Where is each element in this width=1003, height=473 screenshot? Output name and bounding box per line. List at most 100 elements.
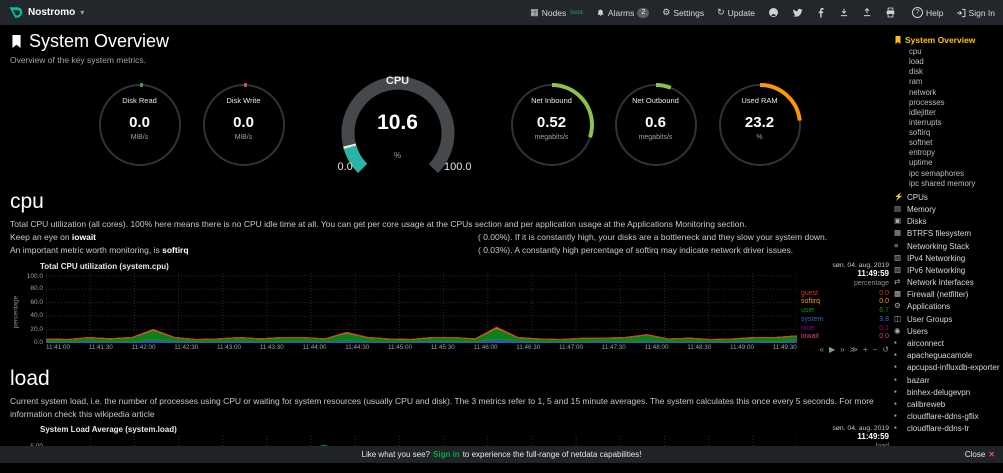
legend-item-user[interactable]: user 6.7 <box>801 307 889 315</box>
gauge-unit: megabits/s <box>534 134 569 141</box>
gauge-ring <box>509 83 594 167</box>
sidebar-item-system-overview[interactable]: System Overview <box>894 35 1000 45</box>
print-button[interactable] <box>885 7 896 18</box>
legend-item-guest[interactable]: guest 0.0 <box>801 289 889 297</box>
x-tick-label: 11:46:00 <box>473 343 498 351</box>
sidebar-item-ipv4-networking[interactable]: ▨ IPv4 Networking <box>894 252 966 263</box>
play-icon[interactable]: ▶ <box>828 344 836 354</box>
y-tick-label: 60.0 <box>30 298 43 306</box>
close-banner-button[interactable]: Close ✕ <box>964 450 995 459</box>
page-title: System Overview <box>10 31 889 52</box>
gauge-title: CPU <box>385 75 410 87</box>
gauge-title: Net Outbound <box>632 96 679 105</box>
sidebar-item-btrfs-filesystem[interactable]: ▦ BTRFS filesystem <box>894 228 972 239</box>
cube-icon: ▪ <box>894 423 897 433</box>
sidebar-subitem-cpu[interactable]: cpu <box>909 47 922 56</box>
gauge-value: 0.6 <box>645 114 666 131</box>
legend-date: søn. 04. aug. 2019 <box>832 261 889 269</box>
bottom-banner: Like what you see? Sign in to experience… <box>0 446 1003 463</box>
sidebar-subitem-entropy[interactable]: entropy <box>909 148 936 158</box>
legend-item-iowait[interactable]: iowait 0.0 <box>801 333 889 341</box>
gear-icon: ⚙ <box>662 7 671 17</box>
sidebar-item-networking-stack[interactable]: ≡ Networking Stack <box>894 240 970 251</box>
sidebar-item-calibreweb[interactable]: ▪ calibreweb <box>894 398 946 409</box>
gauge-net-inbound[interactable]: Net Inbound 0.52 megabits/s <box>508 81 596 169</box>
sidebar-item-ipv6-networking[interactable]: ▧ IPv6 Networking <box>894 264 966 275</box>
sidebar-item-memory[interactable]: ▤ Memory <box>894 203 936 214</box>
pan-backward-icon[interactable]: « <box>819 344 824 354</box>
cpu-note-iowait: Keep an eye on iowait ( 0.00%). If it is… <box>10 232 828 243</box>
sidebar-subitem-ram[interactable]: ram <box>909 77 923 87</box>
metric-iowait: iowait <box>71 232 97 243</box>
update-button[interactable]: ↻ Update <box>717 7 756 18</box>
sidebar-item-binhex-delugevpn[interactable]: ▪ binhex-delugevpn <box>894 386 971 397</box>
sidebar-subitem-softirq[interactable]: softirq <box>909 128 931 137</box>
filesystem-icon: ▦ <box>894 228 902 238</box>
legend-item-system[interactable]: system 3.8 <box>801 315 889 323</box>
hostname-dropdown[interactable]: Nostromo ▾ <box>8 5 84 20</box>
sidebar-item-cloudflare-ddns-tr[interactable]: ▪ cloudflare-ddns-tr <box>894 423 970 434</box>
sidebar-subitem-disk[interactable]: disk <box>909 67 923 77</box>
section-heading-load: load <box>10 366 50 390</box>
sidebar-item-users[interactable]: ◉ Users <box>894 325 928 336</box>
import-snapshot-button[interactable] <box>839 7 849 18</box>
gauge-cpu[interactable]: CPU 10.6 0.0 100.0 % <box>308 75 488 177</box>
gauge-value: 0.0 <box>129 114 150 131</box>
sidebar-item-network-interfaces[interactable]: ⇄ Network Interfaces <box>894 277 974 288</box>
x-tick-label: 11:43:00 <box>217 343 242 351</box>
gauges-left: Disk Read 0.0 MiB/s Disk Write 0.0 MiB/s <box>96 75 288 169</box>
alarms-button[interactable]: Alarms 2 <box>596 7 650 18</box>
sidebar-item-disks[interactable]: ▣ Disks <box>894 216 927 227</box>
chart-legend: søn. 04. aug. 2019 11:49:59 percentage g… <box>801 262 889 354</box>
github-button[interactable] <box>768 7 779 18</box>
sidebar-item-apcupsd-influxdb-exporter[interactable]: ▪ apcupsd-influxdb-exporter <box>894 362 1000 373</box>
netdata-logo <box>9 7 23 18</box>
gauge-max: 100.0 <box>443 161 472 173</box>
sidebar-items: ⚡ CPUs ▤ Memory ▣ Disks ▦ BTRFS filesystem ≡ Netw… <box>894 192 1000 435</box>
sidebar-subitem-processes[interactable]: processes <box>909 97 945 107</box>
refresh-icon: ↻ <box>717 7 725 17</box>
gauge-used-ram[interactable]: Used RAM 23.2% <box>716 81 804 169</box>
nodes-button[interactable]: ▦ Nodes beta <box>530 7 583 18</box>
sidebar-item-user-groups[interactable]: ◫ User Groups <box>894 313 953 324</box>
legend-unit: percentage <box>853 279 889 287</box>
sidebar-item-cloudflare-ddns-gflix[interactable]: ▪ cloudflare-ddns-gflix <box>894 411 979 422</box>
zoom-out-icon[interactable]: − <box>872 344 878 354</box>
sidebar-subitem-ipc-shared-memory[interactable]: ipc shared memory <box>909 178 976 188</box>
signin-button[interactable]: Sign In <box>956 8 995 18</box>
sidebar-submenu: cpu load disk ram network processes idlejitter… <box>894 47 1000 189</box>
export-snapshot-button[interactable] <box>862 7 872 18</box>
sidebar-item-cpus[interactable]: ⚡ CPUs <box>894 191 928 202</box>
sidebar-subitem-idlejitter[interactable]: idlejitter <box>909 107 936 117</box>
cube-icon: ▪ <box>894 411 897 421</box>
legend-item-nice[interactable]: nice 0.1 <box>801 324 889 332</box>
cube-icon: ▪ <box>894 374 897 384</box>
sidebar-subitem-load[interactable]: load <box>909 57 924 67</box>
sidebar-subitem-uptime[interactable]: uptime <box>909 158 933 168</box>
sidebar-item-bazarr[interactable]: ▪ bazarr <box>894 374 930 385</box>
zoom-in-icon[interactable]: + <box>862 344 868 354</box>
sidebar-item-firewall-netfilter-[interactable]: ▩ Firewall (netfilter) <box>894 289 969 300</box>
signin-link[interactable]: Sign in <box>433 450 460 459</box>
sidebar-subitem-network[interactable]: network <box>909 87 937 97</box>
jump-to-now-icon[interactable]: ≫ <box>849 344 858 354</box>
legend-item-softirq[interactable]: softirq 0.0 <box>801 298 889 306</box>
gauge-disk-read[interactable]: Disk Read 0.0 MiB/s <box>96 81 184 169</box>
settings-button[interactable]: ⚙ Settings <box>662 7 705 18</box>
pan-forward-icon[interactable]: » <box>840 344 845 354</box>
sidebar-subitem-interrupts[interactable]: interrupts <box>909 117 942 127</box>
facebook-button[interactable] <box>816 7 826 18</box>
twitter-button[interactable] <box>792 7 803 18</box>
sidebar-item-apacheguacamole[interactable]: ▪ apacheguacamole <box>894 350 973 361</box>
cpu-chart: Total CPU utilization (system.cpu) perce… <box>10 262 890 354</box>
gauge-net-outbound[interactable]: Net Outbound 0.6 megabits/s <box>612 81 700 169</box>
help-button[interactable]: ? Help <box>912 7 944 18</box>
reset-zoom-icon[interactable]: ↺ <box>882 344 889 354</box>
sidebar-subitem-softnet[interactable]: softnet <box>909 138 933 148</box>
chart-canvas[interactable]: 11:41:00 11:41:30 11:42:00 11:42:30 11:43:00… <box>46 272 797 351</box>
sidebar-subitem-ipc-semaphores[interactable]: ipc semaphores <box>909 168 965 178</box>
x-axis-labels: 11:41:00 11:41:30 11:42:00 11:42:30 11:43:00… <box>46 344 797 351</box>
sidebar-item-applications[interactable]: ⚙ Applications <box>894 301 951 312</box>
sidebar-item-airconnect[interactable]: ▪ airconnect <box>894 338 944 348</box>
gauge-disk-write[interactable]: Disk Write 0.0 MiB/s <box>200 81 288 169</box>
